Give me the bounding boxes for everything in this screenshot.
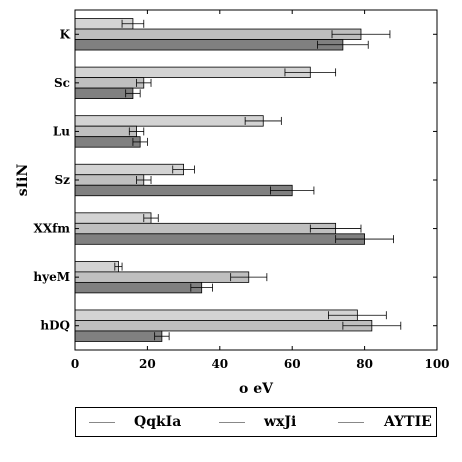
legend-swatch — [89, 422, 115, 423]
x-tick-label: 80 — [356, 357, 373, 371]
y-tick-label-lu: Lu — [53, 124, 70, 138]
bar-xxfm-aytie — [74, 233, 366, 245]
error-bars-layer — [114, 19, 402, 341]
bar-hdq-wxji — [74, 320, 373, 332]
y-tick-label-hyem: hyeM — [33, 270, 70, 284]
bar-xxfm-qqkia — [74, 212, 152, 224]
bar-hyem-aytie — [74, 281, 203, 294]
legend-swatch — [338, 422, 364, 423]
bar-k-aytie — [74, 39, 344, 51]
y-axis: K Sc Lu Sz XXfm hyeM hDQ — [33, 27, 437, 333]
x-axis-label: o eV — [239, 381, 274, 397]
y-tick-label-k: K — [60, 27, 71, 41]
legend: QqkIa wxJi AYTIE — [75, 407, 437, 437]
y-axis-label: sIiN — [15, 164, 31, 197]
bar-sz-qqkia — [74, 163, 184, 176]
x-tick-label: 60 — [284, 357, 301, 371]
bar-hyem-qqkia — [74, 260, 119, 273]
bar-hdq-qqkia — [74, 309, 358, 321]
x-axis: 0 20 40 60 80 100 — [71, 10, 450, 371]
x-tick-label: 100 — [424, 357, 449, 371]
bar-sc-aytie — [74, 87, 134, 100]
y-tick-label-sz: Sz — [55, 173, 71, 187]
bar-hyem-wxji — [74, 271, 250, 283]
legend-label: wxJi — [264, 414, 297, 430]
bars-layer — [74, 18, 373, 342]
bar-k-wxji — [74, 28, 362, 40]
bar-lu-qqkia — [74, 115, 264, 127]
bar-sz-wxji — [74, 174, 145, 186]
x-tick-label: 20 — [139, 357, 156, 371]
legend-swatch — [219, 422, 245, 423]
legend-label: QqkIa — [134, 414, 182, 430]
bar-sz-aytie — [74, 184, 293, 197]
bar-sc-wxji — [74, 77, 145, 89]
y-tick-label-hdq: hDQ — [40, 319, 70, 333]
bar-lu-aytie — [74, 136, 141, 148]
legend-label: AYTIE — [384, 414, 432, 430]
y-tick-label-xxfm: XXfm — [34, 222, 71, 236]
bar-lu-wxji — [74, 125, 137, 138]
bar-hdq-aytie — [74, 330, 163, 342]
bar-xxfm-wxji — [74, 222, 337, 235]
x-tick-label: 40 — [211, 357, 228, 371]
x-tick-label: 0 — [71, 357, 79, 371]
bar-sc-qqkia — [74, 66, 311, 79]
y-tick-label-sc: Sc — [54, 76, 70, 90]
